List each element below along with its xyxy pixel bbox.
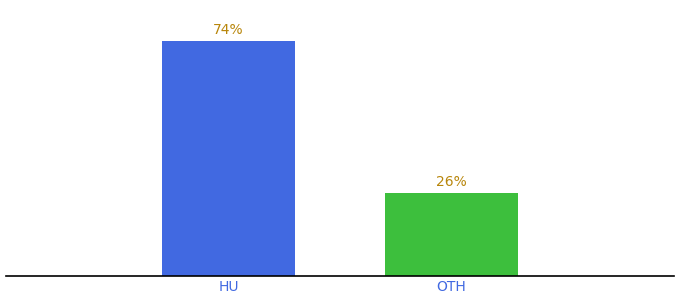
Bar <box>162 40 295 276</box>
Text: 74%: 74% <box>214 23 244 37</box>
Bar <box>385 193 518 276</box>
Text: 26%: 26% <box>436 175 467 189</box>
